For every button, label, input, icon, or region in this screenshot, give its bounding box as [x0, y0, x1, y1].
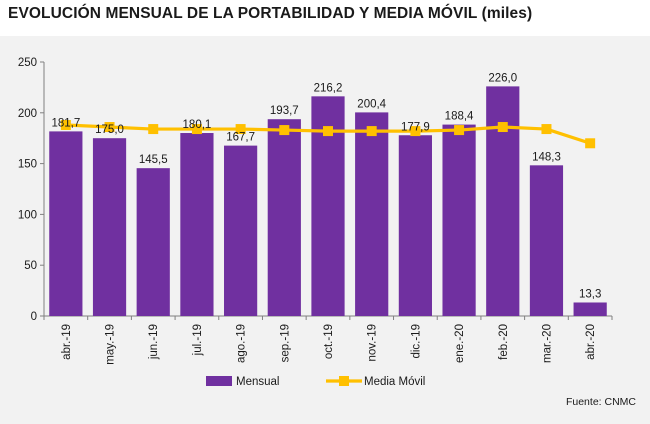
legend-swatch-marker: [339, 376, 349, 386]
bar-data-label: 180,1: [183, 119, 212, 131]
x-tick-label: abr.-19: [61, 324, 73, 360]
bar-data-label: 167,7: [226, 132, 255, 144]
bar: [49, 131, 83, 316]
y-tick-label: 100: [18, 209, 37, 221]
legend-label-mensual: Mensual: [236, 376, 279, 388]
line-point: [60, 119, 71, 130]
bar: [355, 112, 389, 316]
x-tick-label: jun.-19: [148, 324, 160, 360]
line-point: [497, 122, 508, 133]
x-tick-label: abr.-20: [585, 324, 597, 360]
x-tick-label: mar.-20: [541, 324, 553, 363]
bar-data-label: 226,0: [488, 72, 517, 84]
bar-data-label: 13,3: [579, 288, 601, 300]
x-tick-label: dic.-19: [410, 324, 422, 359]
line-point: [235, 124, 246, 135]
x-tick-label: oct.-19: [323, 324, 335, 359]
bar: [529, 165, 564, 316]
line-point: [454, 125, 465, 136]
chart-title: EVOLUCIÓN MENSUAL DE LA PORTABILIDAD Y M…: [8, 5, 533, 22]
bar: [442, 124, 476, 316]
line-point: [104, 122, 115, 133]
bar: [224, 145, 258, 316]
line-point: [148, 124, 159, 135]
bar-data-label: 145,5: [139, 154, 168, 166]
y-tick-label: 0: [31, 311, 37, 323]
bar-data-label: 216,2: [314, 82, 343, 94]
source-note: Fuente: CNMC: [565, 396, 636, 408]
y-tick-label: 50: [24, 260, 37, 272]
bar-data-label: 188,4: [445, 111, 474, 123]
x-tick-label: may.-19: [105, 324, 117, 365]
x-tick-label: jul.-19: [192, 324, 204, 356]
line-point: [323, 126, 333, 137]
bar-data-label: 200,4: [357, 98, 386, 110]
x-tick-label: ago.-19: [236, 324, 248, 363]
bar-data-label: 193,7: [270, 105, 299, 117]
legend-swatch-mensual: [206, 376, 232, 386]
bar: [136, 168, 170, 316]
bar: [486, 86, 520, 316]
x-tick-label: nov.-19: [367, 324, 379, 362]
bar-data-label: 175,0: [95, 124, 124, 136]
y-tick-label: 200: [18, 108, 37, 120]
bar: [573, 302, 607, 316]
line-point: [585, 138, 596, 149]
line-point: [541, 124, 552, 135]
bar-data-label: 177,9: [401, 121, 430, 133]
line-point: [410, 126, 421, 137]
bar: [398, 135, 432, 316]
line-point: [279, 125, 290, 136]
bar: [92, 138, 127, 316]
line-point: [191, 124, 202, 135]
bar: [180, 133, 214, 316]
y-tick-label: 150: [18, 159, 37, 171]
x-tick-label: sep.-19: [279, 324, 291, 362]
bar: [267, 119, 301, 316]
bar-data-label: 148,3: [532, 151, 561, 163]
x-tick-label: feb.-20: [498, 324, 510, 360]
bar-data-label: 181,7: [51, 117, 80, 129]
legend-label-media-movil: Media Móvil: [364, 376, 425, 388]
y-tick-label: 250: [18, 57, 37, 69]
x-tick-label: ene.-20: [454, 324, 466, 363]
line-point: [366, 126, 377, 137]
